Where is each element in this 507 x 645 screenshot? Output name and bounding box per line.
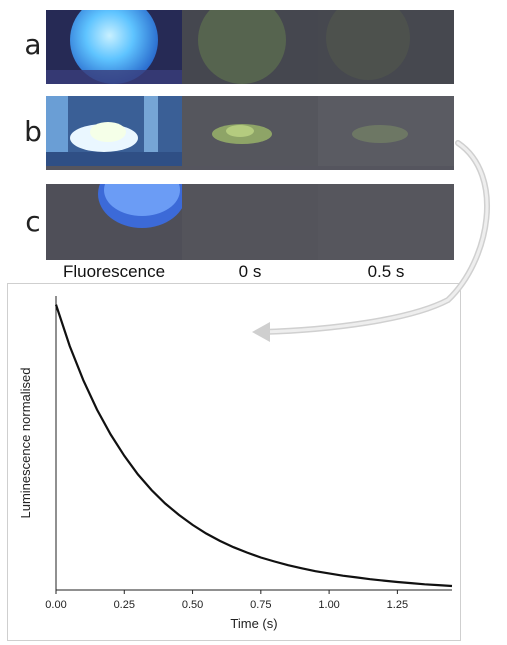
faint-afterglow-powder	[318, 96, 454, 166]
x-tick-label: 0.25	[114, 599, 135, 611]
decay-chart-svg: 0.00 0.25 0.50 0.75 1.00 1.25 Time (s) Lumine…	[18, 296, 453, 631]
photo-c-0s	[182, 184, 318, 260]
green-afterglow-powder	[182, 96, 318, 166]
photo-a-0s	[182, 10, 318, 84]
photo-b-fluorescence	[46, 96, 182, 170]
x-tick-label: 0.75	[250, 599, 271, 611]
uv-blue-dish	[46, 184, 182, 260]
x-tick-label: 0.50	[182, 599, 203, 611]
row-label-c: c	[25, 205, 41, 238]
dim-sphere	[318, 10, 454, 84]
y-axis-label: Luminescence normalised	[18, 367, 33, 518]
faint-green-sphere	[182, 10, 318, 84]
row-label-a: a	[24, 28, 42, 61]
column-label-0s: 0 s	[238, 262, 262, 281]
dark-dish	[318, 184, 454, 260]
luminescence-decay-curve	[54, 304, 453, 588]
x-axis-label: Time (s)	[230, 616, 277, 631]
dark-dish	[182, 184, 318, 260]
uv-glowing-powder	[46, 96, 182, 166]
row-label-b: b	[24, 115, 42, 148]
arrow-head-icon	[252, 322, 270, 342]
x-tick-label: 1.25	[387, 599, 408, 611]
photo-c-fluorescence	[46, 184, 182, 260]
uv-glowing-sphere	[46, 10, 182, 84]
decay-chart: 0.00 0.25 0.50 0.75 1.00 1.25 Time (s) Lumine…	[7, 283, 461, 641]
photo-b-05s	[318, 96, 454, 170]
photo-a-05s	[318, 10, 454, 84]
photo-b-0s	[182, 96, 318, 170]
column-label-fluorescence: Fluorescence	[62, 262, 166, 281]
column-label-05s: 0.5 s	[367, 262, 405, 281]
photo-a-fluorescence	[46, 10, 182, 84]
photo-c-05s	[318, 184, 454, 260]
x-tick-label: 0.00	[45, 599, 66, 611]
x-tick-label: 1.00	[318, 599, 339, 611]
